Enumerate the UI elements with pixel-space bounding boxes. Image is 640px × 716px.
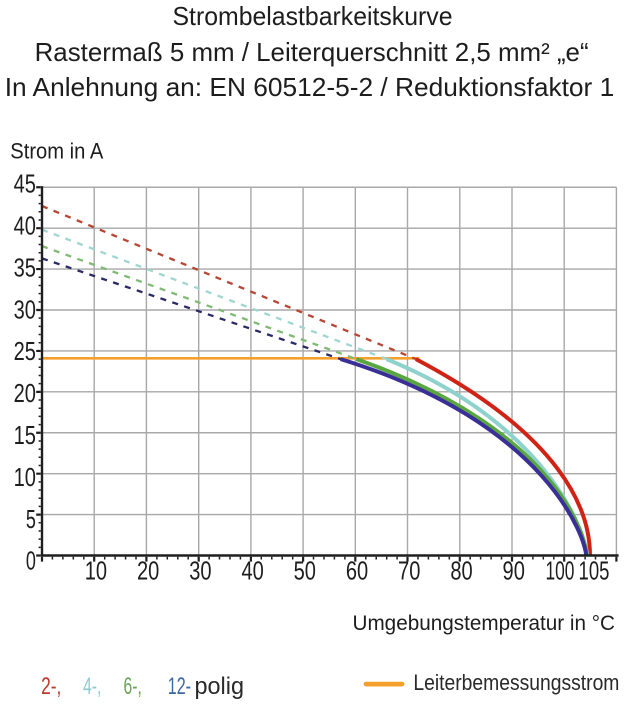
svg-text:90: 90 [503, 555, 525, 585]
svg-text:50: 50 [294, 555, 316, 585]
svg-text:polig: polig [195, 673, 245, 700]
svg-text:105: 105 [579, 555, 610, 585]
svg-text:80: 80 [450, 555, 472, 585]
svg-text:40: 40 [14, 211, 36, 241]
svg-text:10: 10 [85, 555, 107, 585]
svg-text:15: 15 [14, 420, 36, 450]
svg-text:10: 10 [14, 462, 36, 492]
svg-text:30: 30 [189, 555, 211, 585]
svg-text:4-,: 4-, [83, 673, 101, 700]
svg-text:35: 35 [14, 252, 36, 282]
svg-text:Rastermaß 5 mm / Leiterquersch: Rastermaß 5 mm / Leiterquerschnitt 2,5 m… [35, 37, 589, 67]
svg-text:12-: 12- [168, 673, 191, 700]
svg-text:30: 30 [14, 294, 36, 324]
svg-text:100: 100 [546, 555, 575, 585]
svg-text:5: 5 [26, 504, 36, 534]
svg-text:40: 40 [241, 555, 263, 585]
svg-text:6-,: 6-, [124, 673, 142, 700]
svg-text:0: 0 [26, 546, 36, 576]
svg-text:Strom in A: Strom in A [10, 138, 103, 163]
svg-text:25: 25 [14, 336, 36, 366]
svg-text:Umgebungstemperatur in °C: Umgebungstemperatur in °C [353, 612, 616, 635]
svg-text:Strombelastbarkeitskurve: Strombelastbarkeitskurve [173, 1, 453, 31]
svg-text:In Anlehnung an: EN 60512-5-2: In Anlehnung an: EN 60512-5-2 / Reduktio… [5, 72, 615, 102]
svg-text:20: 20 [14, 378, 36, 408]
svg-text:45: 45 [14, 169, 36, 199]
svg-text:70: 70 [398, 555, 420, 585]
svg-text:20: 20 [137, 555, 159, 585]
svg-text:Leiterbemessungsstrom: Leiterbemessungsstrom [413, 670, 619, 695]
svg-text:2-,: 2-, [41, 673, 61, 700]
svg-text:60: 60 [346, 555, 368, 585]
